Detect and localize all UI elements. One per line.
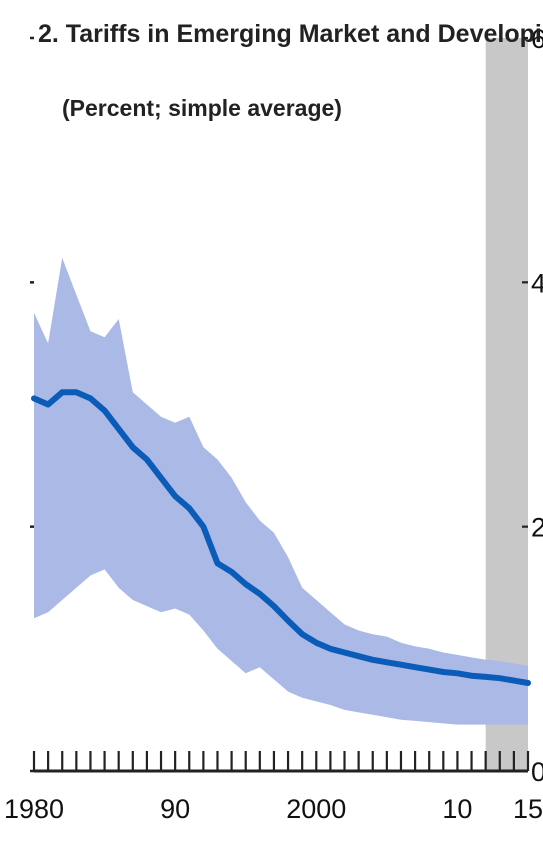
x-tick-label-1990: 90 (160, 794, 190, 824)
band-layer (34, 257, 528, 725)
axis-layer (30, 36, 530, 773)
label-layer: 1980 90 2000 10 15 0 20 40 60 (4, 24, 543, 824)
x-tick-label-1980: 1980 (4, 794, 64, 824)
range-band (34, 257, 528, 725)
x-tick-label-2015: 15 (513, 794, 543, 824)
average-line (31, 389, 531, 686)
x-tick-label-2000: 2000 (286, 794, 346, 824)
chart-title: 2. Tariffs in Emerging Market and Develo… (38, 20, 543, 48)
shaded-period (485, 38, 528, 771)
chart-subtitle: (Percent; simple average) (62, 95, 342, 121)
y-tick-label-60: 60 (531, 24, 543, 54)
y-tick-label-40: 40 (531, 268, 543, 298)
y-tick-label-0: 0 (531, 757, 543, 787)
x-tick-label-2010: 10 (442, 794, 472, 824)
shaded-region-layer (485, 38, 528, 771)
line-layer (31, 389, 531, 686)
y-tick-label-20: 20 (531, 513, 543, 543)
